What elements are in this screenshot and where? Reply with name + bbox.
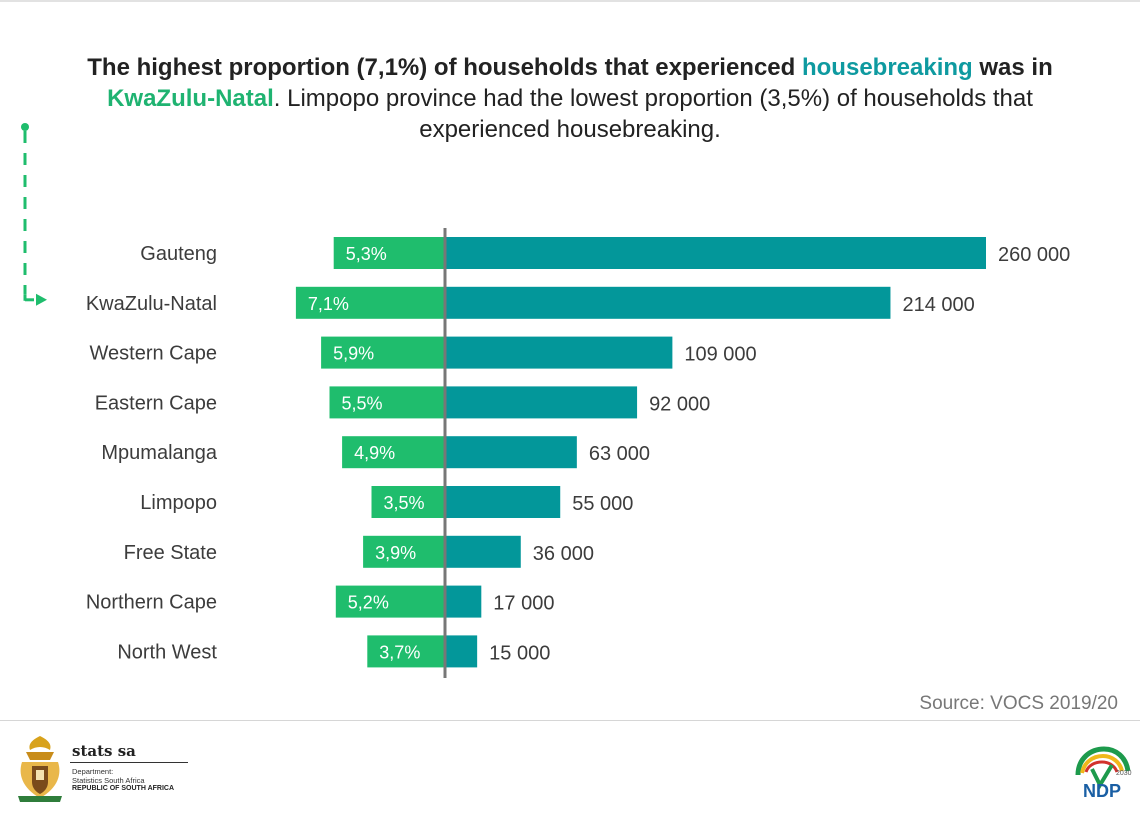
count-label: 36 000 (533, 543, 594, 565)
count-label: 55 000 (572, 493, 633, 515)
category-label: KwaZulu-Natal (86, 293, 217, 315)
count-label: 15 000 (489, 642, 550, 664)
ndp-text: NDP (1083, 781, 1121, 801)
percentage-bar (333, 237, 445, 269)
source-note: Source: VOCS 2019/20 (919, 693, 1118, 714)
diverging-bar-chart: Gauteng 5,3% 260 000 KwaZulu-Natal 7,1% 214 0… (21, 123, 1070, 678)
country-name: REPUBLIC OF SOUTH AFRICA (72, 785, 175, 792)
percentage-bar (363, 535, 445, 568)
percentage-label: 5,5% (342, 393, 383, 413)
percentage-bar (329, 386, 445, 419)
category-label: Northern Cape (86, 592, 217, 614)
count-label: 92 000 (649, 393, 710, 415)
percentage-label: 3,7% (379, 642, 420, 662)
count-label: 63 000 (589, 443, 650, 465)
ndp-year: 2030 (1116, 770, 1132, 777)
count-label: 17 000 (493, 593, 554, 615)
category-label: Limpopo (140, 492, 217, 514)
ndp-logo-icon: 2030 NDP (1075, 746, 1132, 801)
top-divider (0, 0, 1140, 2)
percentage-label: 7,1% (308, 294, 349, 314)
category-label: Western Cape (90, 343, 217, 365)
percentage-label: 4,9% (354, 443, 395, 463)
percentage-label: 5,3% (346, 244, 387, 264)
count-bar (446, 535, 521, 568)
count-bar (446, 486, 561, 518)
coat-of-arms-icon (18, 736, 62, 802)
count-bar (446, 635, 478, 668)
percentage-label: 5,9% (333, 344, 374, 364)
percentage-bar (295, 286, 445, 319)
headline-part3: . Limpopo province had the lowest propor… (273, 85, 1033, 112)
chart-headline: The highest proportion (7,1%) of househo… (0, 52, 1140, 145)
org-name: stats sa (72, 742, 136, 760)
percentage-bar (321, 336, 445, 369)
count-bar (446, 286, 891, 319)
percentage-bar (335, 585, 445, 618)
count-label: 109 000 (684, 344, 756, 366)
count-label: 260 000 (998, 244, 1070, 266)
org-underline (70, 762, 188, 763)
headline-region: KwaZulu-Natal (107, 85, 274, 112)
category-label: North West (117, 641, 217, 663)
category-label: Eastern Cape (95, 392, 217, 414)
count-label: 214 000 (902, 294, 974, 316)
org-department: Department: Statistics South Africa (72, 767, 145, 785)
category-label: Free State (124, 542, 217, 564)
guide-arrow-head (36, 293, 47, 306)
category-label: Mpumalanga (101, 442, 218, 464)
headline-part1: The highest proportion (7,1%) of househo… (87, 54, 802, 81)
category-label: Gauteng (140, 243, 217, 265)
percentage-label: 3,9% (375, 543, 416, 563)
footer-divider (0, 720, 1140, 721)
headline-part4: experienced housebreaking. (419, 116, 721, 143)
percentage-bar (367, 635, 445, 668)
headline-part2: was in (972, 54, 1053, 81)
count-bar (446, 585, 482, 618)
percentage-bar (342, 436, 445, 469)
guide-arrow-dot (21, 123, 29, 131)
count-bar (446, 436, 577, 469)
count-bar (446, 237, 986, 269)
count-bar (446, 336, 673, 369)
count-bar (446, 386, 638, 419)
headline-highlight: housebreaking (801, 54, 973, 81)
percentage-bar (371, 486, 445, 518)
dept-line1: Department: (72, 767, 114, 776)
percentage-label: 3,5% (384, 493, 425, 513)
dept-line2: Statistics South Africa (72, 776, 145, 785)
percentage-label: 5,2% (348, 593, 389, 613)
